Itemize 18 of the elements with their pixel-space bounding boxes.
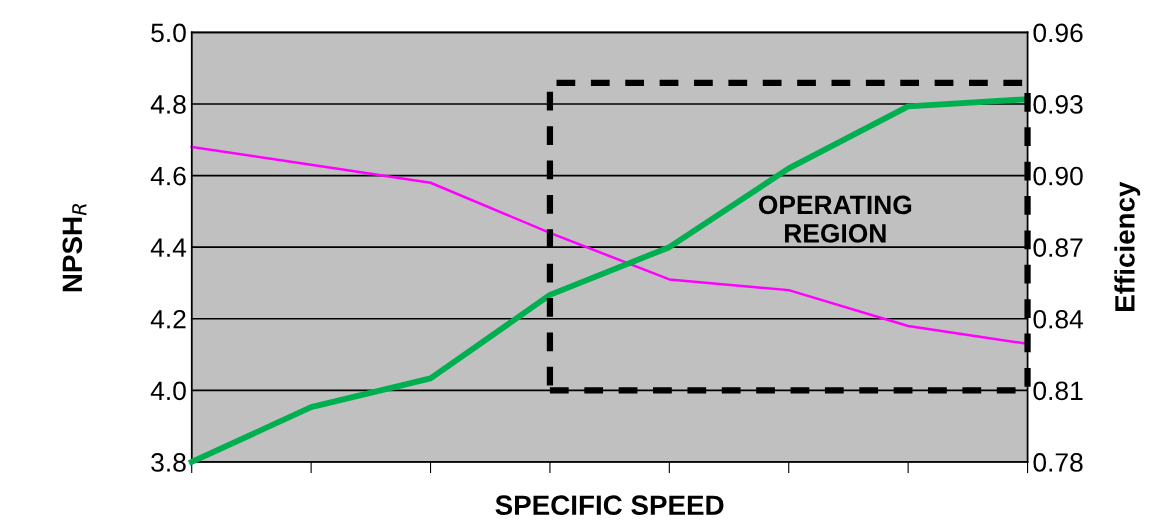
annotation: OPERATING REGION	[758, 195, 912, 243]
y-tick-label: 3.8	[151, 453, 186, 472]
y2-tick-label: 0.78	[1033, 453, 1083, 472]
y2-tick-label: 0.93	[1033, 95, 1083, 114]
y2-tick-label: 0.87	[1033, 238, 1083, 257]
y2-tick-label: 0.90	[1033, 166, 1083, 186]
y2-tick-label: 0.81	[1033, 381, 1083, 401]
y-tick-label: 5.0	[151, 23, 186, 43]
y2-tick-label: 0.84	[1033, 309, 1083, 329]
y-tick-label: 4.2	[150, 309, 186, 329]
y-axis-title: NPSH$_{R}$	[62, 204, 87, 292]
y-tick-label: 4.4	[150, 238, 187, 257]
y2-tick-label: 0.96	[1033, 23, 1083, 43]
x-axis-title: SPECIFIC SPEED	[495, 495, 724, 516]
y-tick-label: 4.6	[150, 166, 186, 186]
y-tick-label: 4.0	[150, 381, 186, 401]
y2-axis-title: Efficiency	[1114, 181, 1141, 311]
y-tick-label: 4.8	[150, 95, 186, 114]
